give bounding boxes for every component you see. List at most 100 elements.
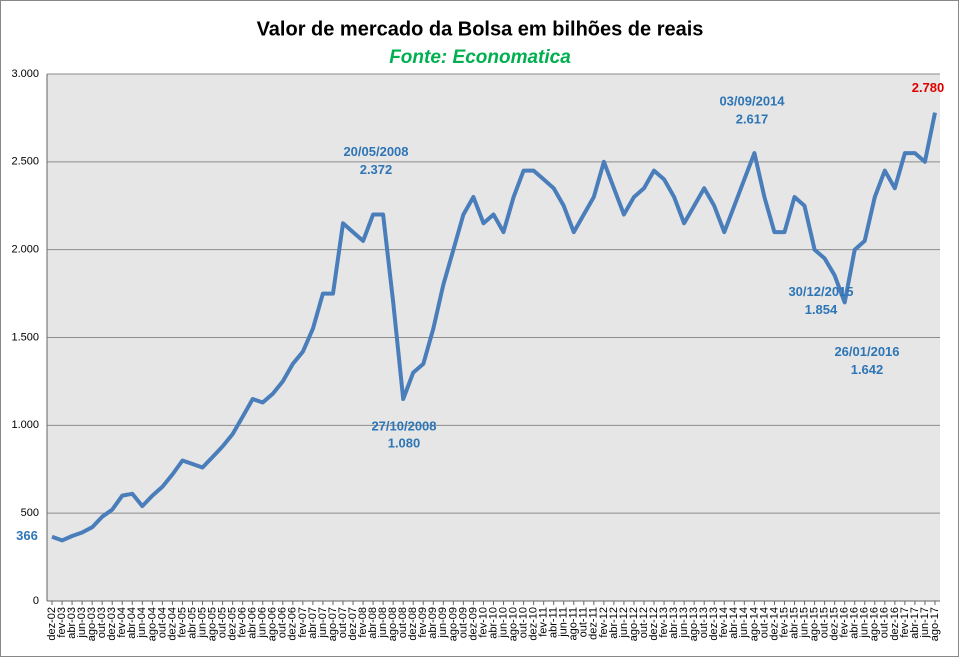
x-tick-label: fev-14 [718,607,730,638]
x-tick-label: fev-16 [839,607,851,638]
x-tick-label: ago-17 [929,607,941,641]
x-tick-label: jun-13 [678,607,690,639]
x-tick-label: dez-10 [528,607,540,641]
x-tick-label: abr-05 [186,607,198,639]
x-tick-label: out-04 [156,607,168,638]
annotation-date: 30/12/2015 [788,284,853,299]
x-tick-label: dez-08 [407,607,419,641]
x-tick-label: out-11 [578,607,590,637]
x-tick-label: ago-03 [86,607,98,641]
x-tick-label: dez-16 [889,607,901,641]
x-tick-label: out-06 [277,607,289,638]
x-tick-label: jun-17 [919,607,931,639]
x-tick-label: abr-08 [367,607,379,639]
x-tick-label: fev-06 [237,607,249,638]
x-tick-label: dez-06 [287,607,299,641]
x-tick-label: ago-04 [146,607,158,641]
x-tick-label: out-13 [698,607,710,638]
y-tick-label: 1.000 [11,419,39,431]
x-tick-label: dez-03 [106,607,118,641]
x-tick-label: fev-09 [417,607,429,638]
y-tick-label: 0 [33,595,39,607]
annotation-date: 27/10/2008 [371,419,436,434]
x-tick-label: ago-11 [568,607,580,640]
x-tick-label: dez-09 [467,607,479,641]
x-tick-label: fev-15 [778,607,790,638]
x-tick-label: dez-12 [648,607,660,641]
x-tick-label: out-16 [879,607,891,638]
x-tick-label: fev-05 [176,607,188,638]
x-tick-label: jun-16 [859,607,871,639]
x-tick-label: out-07 [337,607,349,638]
annotation-value: 2.617 [736,112,769,127]
x-tick-label: out-14 [758,607,770,638]
x-tick-label: fev-03 [56,607,68,638]
y-tick-label: 2.000 [11,244,39,256]
annotation-value: 1.854 [805,302,838,317]
x-tick-label: fev-07 [297,607,309,638]
x-tick-label: jun-06 [257,607,269,639]
x-tick-label: fev-13 [658,607,670,638]
annotation-date: 26/01/2016 [834,344,899,359]
y-tick-label: 3.000 [11,68,39,80]
x-tick-label: jun-07 [317,607,329,639]
x-tick-label: jun-15 [798,607,810,639]
x-tick-label: jun-12 [618,607,630,639]
x-tick-label: jun-14 [738,607,750,639]
x-tick-label: fev-10 [477,607,489,638]
x-tick-label: jun-08 [377,607,389,639]
y-tick-label: 1.500 [11,331,39,343]
x-tick-label: abr-07 [307,607,319,639]
chart-title: Valor de mercado da Bolsa em bilhões de … [257,18,704,40]
x-tick-label: jun-09 [437,607,449,639]
x-tick-label: fev-12 [598,607,610,638]
x-tick-label: jun-05 [196,607,208,639]
x-tick-label: jun-03 [76,607,88,639]
x-tick-label: out-15 [819,607,831,638]
annotation-date: 03/09/2014 [719,94,785,109]
annotation-date: 20/05/2008 [343,144,408,159]
x-tick-label: jun-04 [136,607,148,639]
x-tick-label: abr-04 [126,607,138,639]
x-tick-label: fev-08 [357,607,369,638]
x-tick-label: abr-15 [788,607,800,639]
x-tick-label: dez-14 [768,607,780,641]
x-tick-label: dez-13 [708,607,720,641]
x-tick-label: ago-07 [327,607,339,641]
x-tick-label: ago-14 [748,607,760,641]
x-tick-label: jun-10 [497,607,509,639]
x-tick-label: abr-14 [728,607,740,639]
x-tick-label: abr-16 [849,607,861,639]
x-tick-label: ago-09 [447,607,459,641]
x-tick-label: out-08 [397,607,409,638]
x-tick-label: dez-04 [166,607,178,641]
x-tick-label: fev-11 [538,607,550,637]
x-tick-label: fev-17 [899,607,911,638]
annotation-value: 366 [16,528,38,543]
x-tick-label: jun-11 [558,607,570,638]
x-tick-label: out-05 [216,607,228,638]
series-line [51,112,937,543]
x-tick-label: dez-02 [46,607,58,641]
x-tick-label: abr-09 [427,607,439,639]
x-tick-label: ago-13 [688,607,700,641]
x-tick-label: ago-16 [869,607,881,641]
x-tick-label: ago-05 [206,607,218,641]
y-tick-label: 2.500 [11,156,39,168]
x-tick-label: abr-10 [487,607,499,639]
x-tick-label: abr-13 [668,607,680,639]
x-tick-label: out-10 [518,607,530,638]
x-tick-label: ago-06 [267,607,279,641]
x-tick-label: dez-15 [829,607,841,641]
annotation-value: 1.080 [388,436,421,451]
x-tick-label: ago-12 [628,607,640,641]
x-tick-label: ago-15 [808,607,820,641]
x-tick-label: out-03 [96,607,108,638]
x-tick-label: abr-17 [909,607,921,639]
x-tick-label: out-09 [457,607,469,638]
chart-subtitle: Fonte: Economatica [389,47,571,68]
x-tick-label: ago-08 [387,607,399,641]
x-tick-label: abr-03 [66,607,78,639]
x-tick-label: dez-07 [347,607,359,641]
